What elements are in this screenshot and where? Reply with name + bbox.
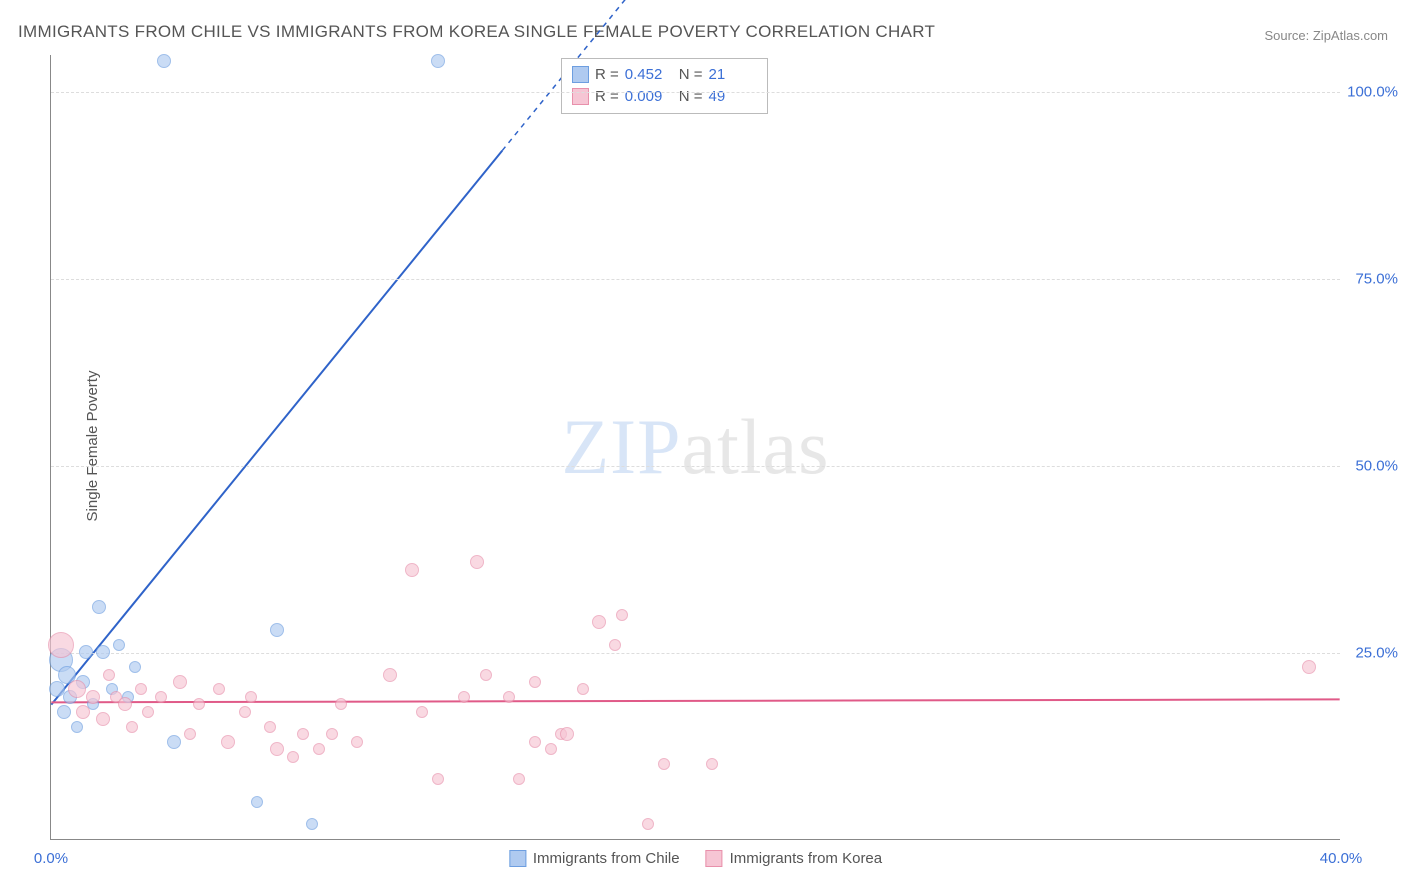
data-point xyxy=(658,758,670,770)
data-point xyxy=(383,668,397,682)
x-tick-label: 0.0% xyxy=(34,850,68,867)
data-point xyxy=(270,742,284,756)
gridline xyxy=(51,92,1340,93)
data-point xyxy=(616,609,628,621)
data-point xyxy=(142,706,154,718)
data-point xyxy=(405,563,419,577)
data-point xyxy=(351,736,363,748)
source-label: Source: ZipAtlas.com xyxy=(1264,28,1388,43)
data-point xyxy=(609,639,621,651)
data-point xyxy=(306,818,318,830)
data-point xyxy=(239,706,251,718)
plot-area: ZIPatlas R = 0.452 N = 21 R = 0.009 N = … xyxy=(50,55,1340,840)
data-point xyxy=(103,669,115,681)
data-point xyxy=(706,758,718,770)
data-point xyxy=(313,743,325,755)
data-point xyxy=(416,706,428,718)
data-point xyxy=(221,735,235,749)
data-point xyxy=(213,683,225,695)
data-point xyxy=(545,743,557,755)
data-point xyxy=(76,705,90,719)
data-point xyxy=(287,751,299,763)
data-point xyxy=(157,54,171,68)
data-point xyxy=(431,54,445,68)
y-tick-label: 75.0% xyxy=(1346,271,1398,288)
data-point xyxy=(432,773,444,785)
data-point xyxy=(529,736,541,748)
data-point xyxy=(470,555,484,569)
y-tick-label: 50.0% xyxy=(1346,458,1398,475)
data-point xyxy=(118,697,132,711)
data-point xyxy=(1302,660,1316,674)
data-point xyxy=(113,639,125,651)
data-point xyxy=(79,645,93,659)
watermark: ZIPatlas xyxy=(562,402,830,492)
data-point xyxy=(270,623,284,637)
data-point xyxy=(184,728,196,740)
data-point xyxy=(529,676,541,688)
data-point xyxy=(167,735,181,749)
data-point xyxy=(126,721,138,733)
data-point xyxy=(48,632,74,658)
legend-swatch-korea xyxy=(706,850,723,867)
swatch-chile xyxy=(572,66,589,83)
data-point xyxy=(96,712,110,726)
x-tick-label: 40.0% xyxy=(1320,850,1363,867)
trend-lines-layer xyxy=(51,55,1340,839)
gridline xyxy=(51,466,1340,467)
data-point xyxy=(326,728,338,740)
y-tick-label: 100.0% xyxy=(1346,84,1398,101)
data-point xyxy=(92,600,106,614)
stats-row-korea: R = 0.009 N = 49 xyxy=(572,85,757,107)
data-point xyxy=(135,683,147,695)
legend-item-chile: Immigrants from Chile xyxy=(509,850,680,867)
gridline xyxy=(51,279,1340,280)
data-point xyxy=(57,705,71,719)
data-point xyxy=(193,698,205,710)
gridline xyxy=(51,653,1340,654)
legend-swatch-chile xyxy=(509,850,526,867)
data-point xyxy=(592,615,606,629)
data-point xyxy=(264,721,276,733)
data-point xyxy=(503,691,515,703)
data-point xyxy=(642,818,654,830)
swatch-korea xyxy=(572,88,589,105)
chart-title: IMMIGRANTS FROM CHILE VS IMMIGRANTS FROM… xyxy=(18,22,935,42)
data-point xyxy=(86,690,100,704)
stats-legend-box: R = 0.452 N = 21 R = 0.009 N = 49 xyxy=(561,58,768,114)
data-point xyxy=(577,683,589,695)
data-point xyxy=(71,721,83,733)
data-point xyxy=(335,698,347,710)
y-tick-label: 25.0% xyxy=(1346,645,1398,662)
data-point xyxy=(245,691,257,703)
data-point xyxy=(68,680,86,698)
stats-row-chile: R = 0.452 N = 21 xyxy=(572,63,757,85)
bottom-legend: Immigrants from Chile Immigrants from Ko… xyxy=(509,850,882,867)
data-point xyxy=(297,728,309,740)
correlation-chart: IMMIGRANTS FROM CHILE VS IMMIGRANTS FROM… xyxy=(0,0,1406,892)
data-point xyxy=(560,727,574,741)
data-point xyxy=(458,691,470,703)
data-point xyxy=(155,691,167,703)
data-point xyxy=(129,661,141,673)
data-point xyxy=(173,675,187,689)
data-point xyxy=(96,645,110,659)
data-point xyxy=(513,773,525,785)
data-point xyxy=(480,669,492,681)
legend-item-korea: Immigrants from Korea xyxy=(706,850,883,867)
data-point xyxy=(251,796,263,808)
